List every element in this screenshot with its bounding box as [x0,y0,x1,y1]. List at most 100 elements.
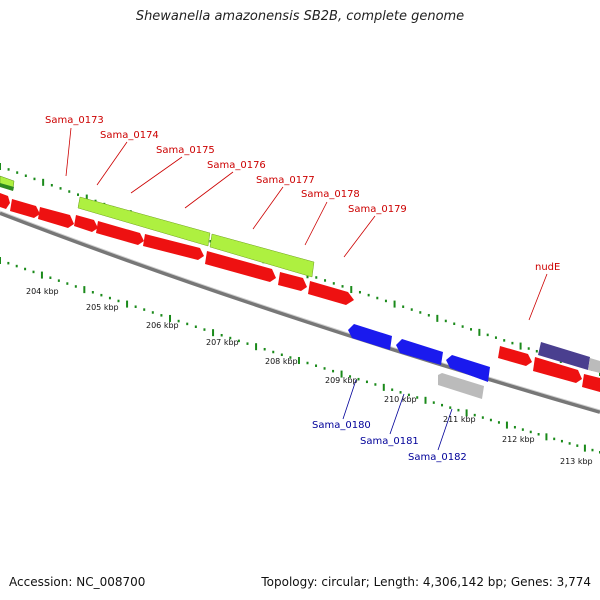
scale-tick-mark [407,393,410,397]
gene-arrow-forward [278,272,307,291]
connector-nude [528,273,548,321]
outer-tick-mark [511,341,514,345]
scale-label-205: 205 kbp [86,303,119,312]
outer-tick-mark [33,177,36,181]
connector-sama-0175 [130,156,183,194]
gene-label-sama-0182: Sama_0182 [408,452,467,463]
scale-tick-mark [237,339,240,343]
reverse-gene-labels: Sama_0180 Sama_0181 Sama_0182 [312,420,467,463]
scale-tick-mark [108,296,111,300]
outer-tick-mark [77,193,80,196]
scale-label-209: 209 kbp [325,376,358,385]
label-connectors [65,127,548,451]
connector-sama-0173 [65,127,72,177]
scale-tick-mark [7,261,10,265]
gene-arrow-forward [308,281,354,305]
outer-tick-mark [332,282,335,285]
connector-sama-0179 [343,215,376,258]
scale-tick-mark [24,267,27,271]
gene-arrow-reverse [446,355,490,382]
gene-arrow-forward [0,193,10,209]
map-title: Shewanella amazonensis SB2B, complete ge… [135,9,465,24]
scale-tick-mark [553,437,556,441]
gene-arrow-reverse [396,339,443,365]
gene-label-sama-0179: Sama_0179 [348,204,407,215]
scale-tick-mark [220,333,223,337]
scale-tick-mark [272,350,275,354]
gene-arrow-forward [498,346,532,366]
scale-tick-mark [57,279,60,282]
outer-tick-mark [209,240,212,243]
connector-sama-0178 [304,201,328,246]
scale-tick-mark [229,336,232,340]
outer-tick-mark [535,349,538,353]
genome-backbone [0,211,600,414]
scale-tick-mark [591,448,594,452]
scale-tick-mark [357,377,360,381]
topology-text: Topology: circular; Length: 4,306,142 bp… [261,575,591,589]
scale-tick-mark [143,308,146,311]
gene-label-sama-0180: Sama_0180 [312,420,371,431]
scale-tick-mark [374,383,377,386]
genome-backbone-highlight [0,210,600,411]
scale-tick-mark [416,396,419,399]
outer-tick-mark [50,183,53,187]
outer-tick-mark [427,314,430,317]
scale-tick-mark [583,444,586,452]
outer-tick-mark [7,168,10,171]
scale-tick-mark [74,285,77,288]
scale-tick-mark [117,299,120,303]
outer-tick-mark [324,279,327,282]
scale-label-204: 204 kbp [26,287,59,296]
scale-tick-mark [340,370,343,378]
scale-tick-mark [513,425,516,429]
scale-tick-mark [449,406,452,409]
scale-tick-mark [497,421,500,424]
scale-tick-mark [203,328,206,331]
outer-tick-mark [367,293,370,297]
scale-tick-mark [49,276,52,279]
outer-tick-mark [494,336,497,339]
scale-tick-mark [529,430,532,434]
outer-tick-mark [24,174,27,178]
outer-tick-mark [393,300,396,308]
scale-tick-mark [424,396,427,404]
scale-tick-mark [441,403,444,407]
scale-tick-mark [194,325,197,328]
scale-tick-mark [349,375,352,378]
outer-tick-mark [358,290,361,294]
scale-label-212: 212 kbp [502,435,535,444]
scale-tick-mark [40,271,43,279]
scale-tick-mark [289,356,292,359]
outer-tick-mark [350,286,353,294]
scale-tick-mark [151,311,154,314]
outer-tick-mark [503,339,506,342]
outer-tick-mark [315,276,318,279]
scale-tick-mark [134,305,137,308]
scale-tick-mark [263,347,266,351]
outer-tick-mark [444,319,447,323]
scale-tick-mark [297,357,300,365]
gene-label-sama-0177: Sama_0177 [256,175,315,186]
outer-tick-mark [453,322,456,326]
gene-arrow-forward [533,357,582,383]
scale-tick-mark [306,361,309,365]
outer-tick-mark [16,171,19,174]
outer-tick-mark [461,325,464,328]
scale-tick-mark [568,442,571,445]
scale-tick-mark [365,380,368,384]
scale-tick-mark [186,322,189,326]
outer-tick-mark [384,299,387,303]
gene-arrow-forward [143,234,204,260]
gene-arrow-forward [582,374,600,392]
outer-tick-mark [419,311,422,314]
gene-label-sama-0175: Sama_0175 [156,145,215,156]
scale-tick-mark [399,391,402,394]
outer-tick-mark [94,199,97,203]
gene-label-nude: nudE [535,262,560,273]
scale-tick-mark [332,369,335,373]
scale-labels: 204 kbp 205 kbp 206 kbp 207 kbp 208 kbp … [26,287,593,466]
scale-tick-mark [432,401,435,404]
